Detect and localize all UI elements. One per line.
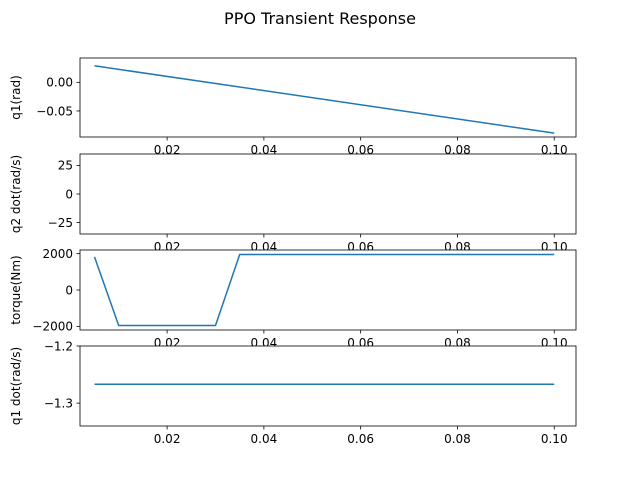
axes-frame [79, 153, 577, 235]
axes-frame [79, 345, 577, 427]
x-tick-label: 0.02 [154, 143, 181, 157]
axes-frame [79, 249, 577, 331]
subplot-q1-dot-rad-s: 0.02 0.04 0.06 0.08 0.10 −1.2 −1.3 q1 dot(rad/s… [9, 339, 577, 446]
x-tick-label: 0.10 [541, 432, 568, 446]
y-tick-label: −25 [48, 216, 73, 230]
x-tick-label: 0.04 [251, 432, 278, 446]
subplot-q1-rad: 0.02 0.04 0.06 0.08 0.10 0.00 −0.05 q1(rad) [9, 57, 577, 157]
y-tick-label: 25 [58, 159, 73, 173]
x-tick-label: 0.08 [444, 143, 471, 157]
series-line-q1-rad [94, 65, 555, 134]
y-tick-label: 0 [65, 187, 73, 201]
axes-frame [79, 57, 577, 138]
y-axis-label: torque(Nm) [9, 255, 23, 324]
y-tick-label: −1.2 [44, 339, 73, 353]
x-tick-label: 0.02 [154, 432, 181, 446]
axes-background [80, 154, 576, 234]
y-axis-label: q2 dot(rad/s) [9, 155, 23, 233]
x-tick-label: 0.04 [251, 143, 278, 157]
y-tick-label: 0.00 [46, 76, 73, 90]
subplot-panels: 0.02 0.04 0.06 0.08 0.100.00−0.05q1(rad)0.02… [9, 57, 577, 446]
y-tick-label: 0 [65, 283, 73, 297]
y-tick-label: −1.3 [44, 396, 73, 410]
y-tick-label: 2000 [42, 247, 73, 261]
x-tick-label: 0.10 [541, 143, 568, 157]
axes-background [80, 250, 576, 330]
y-axis-label: q1(rad) [9, 75, 23, 120]
y-tick-label: −0.05 [36, 104, 73, 118]
x-tick-label: 0.06 [347, 143, 374, 157]
series-line-torque-nm [93, 253, 555, 327]
chart-title: PPO Transient Response [224, 9, 416, 28]
x-tick-label: 0.08 [444, 432, 471, 446]
y-tick-label: −2000 [32, 320, 73, 334]
axes-background [80, 346, 576, 426]
y-axis-label: q1 dot(rad/s) [9, 347, 23, 425]
x-tick-label: 0.06 [347, 432, 374, 446]
